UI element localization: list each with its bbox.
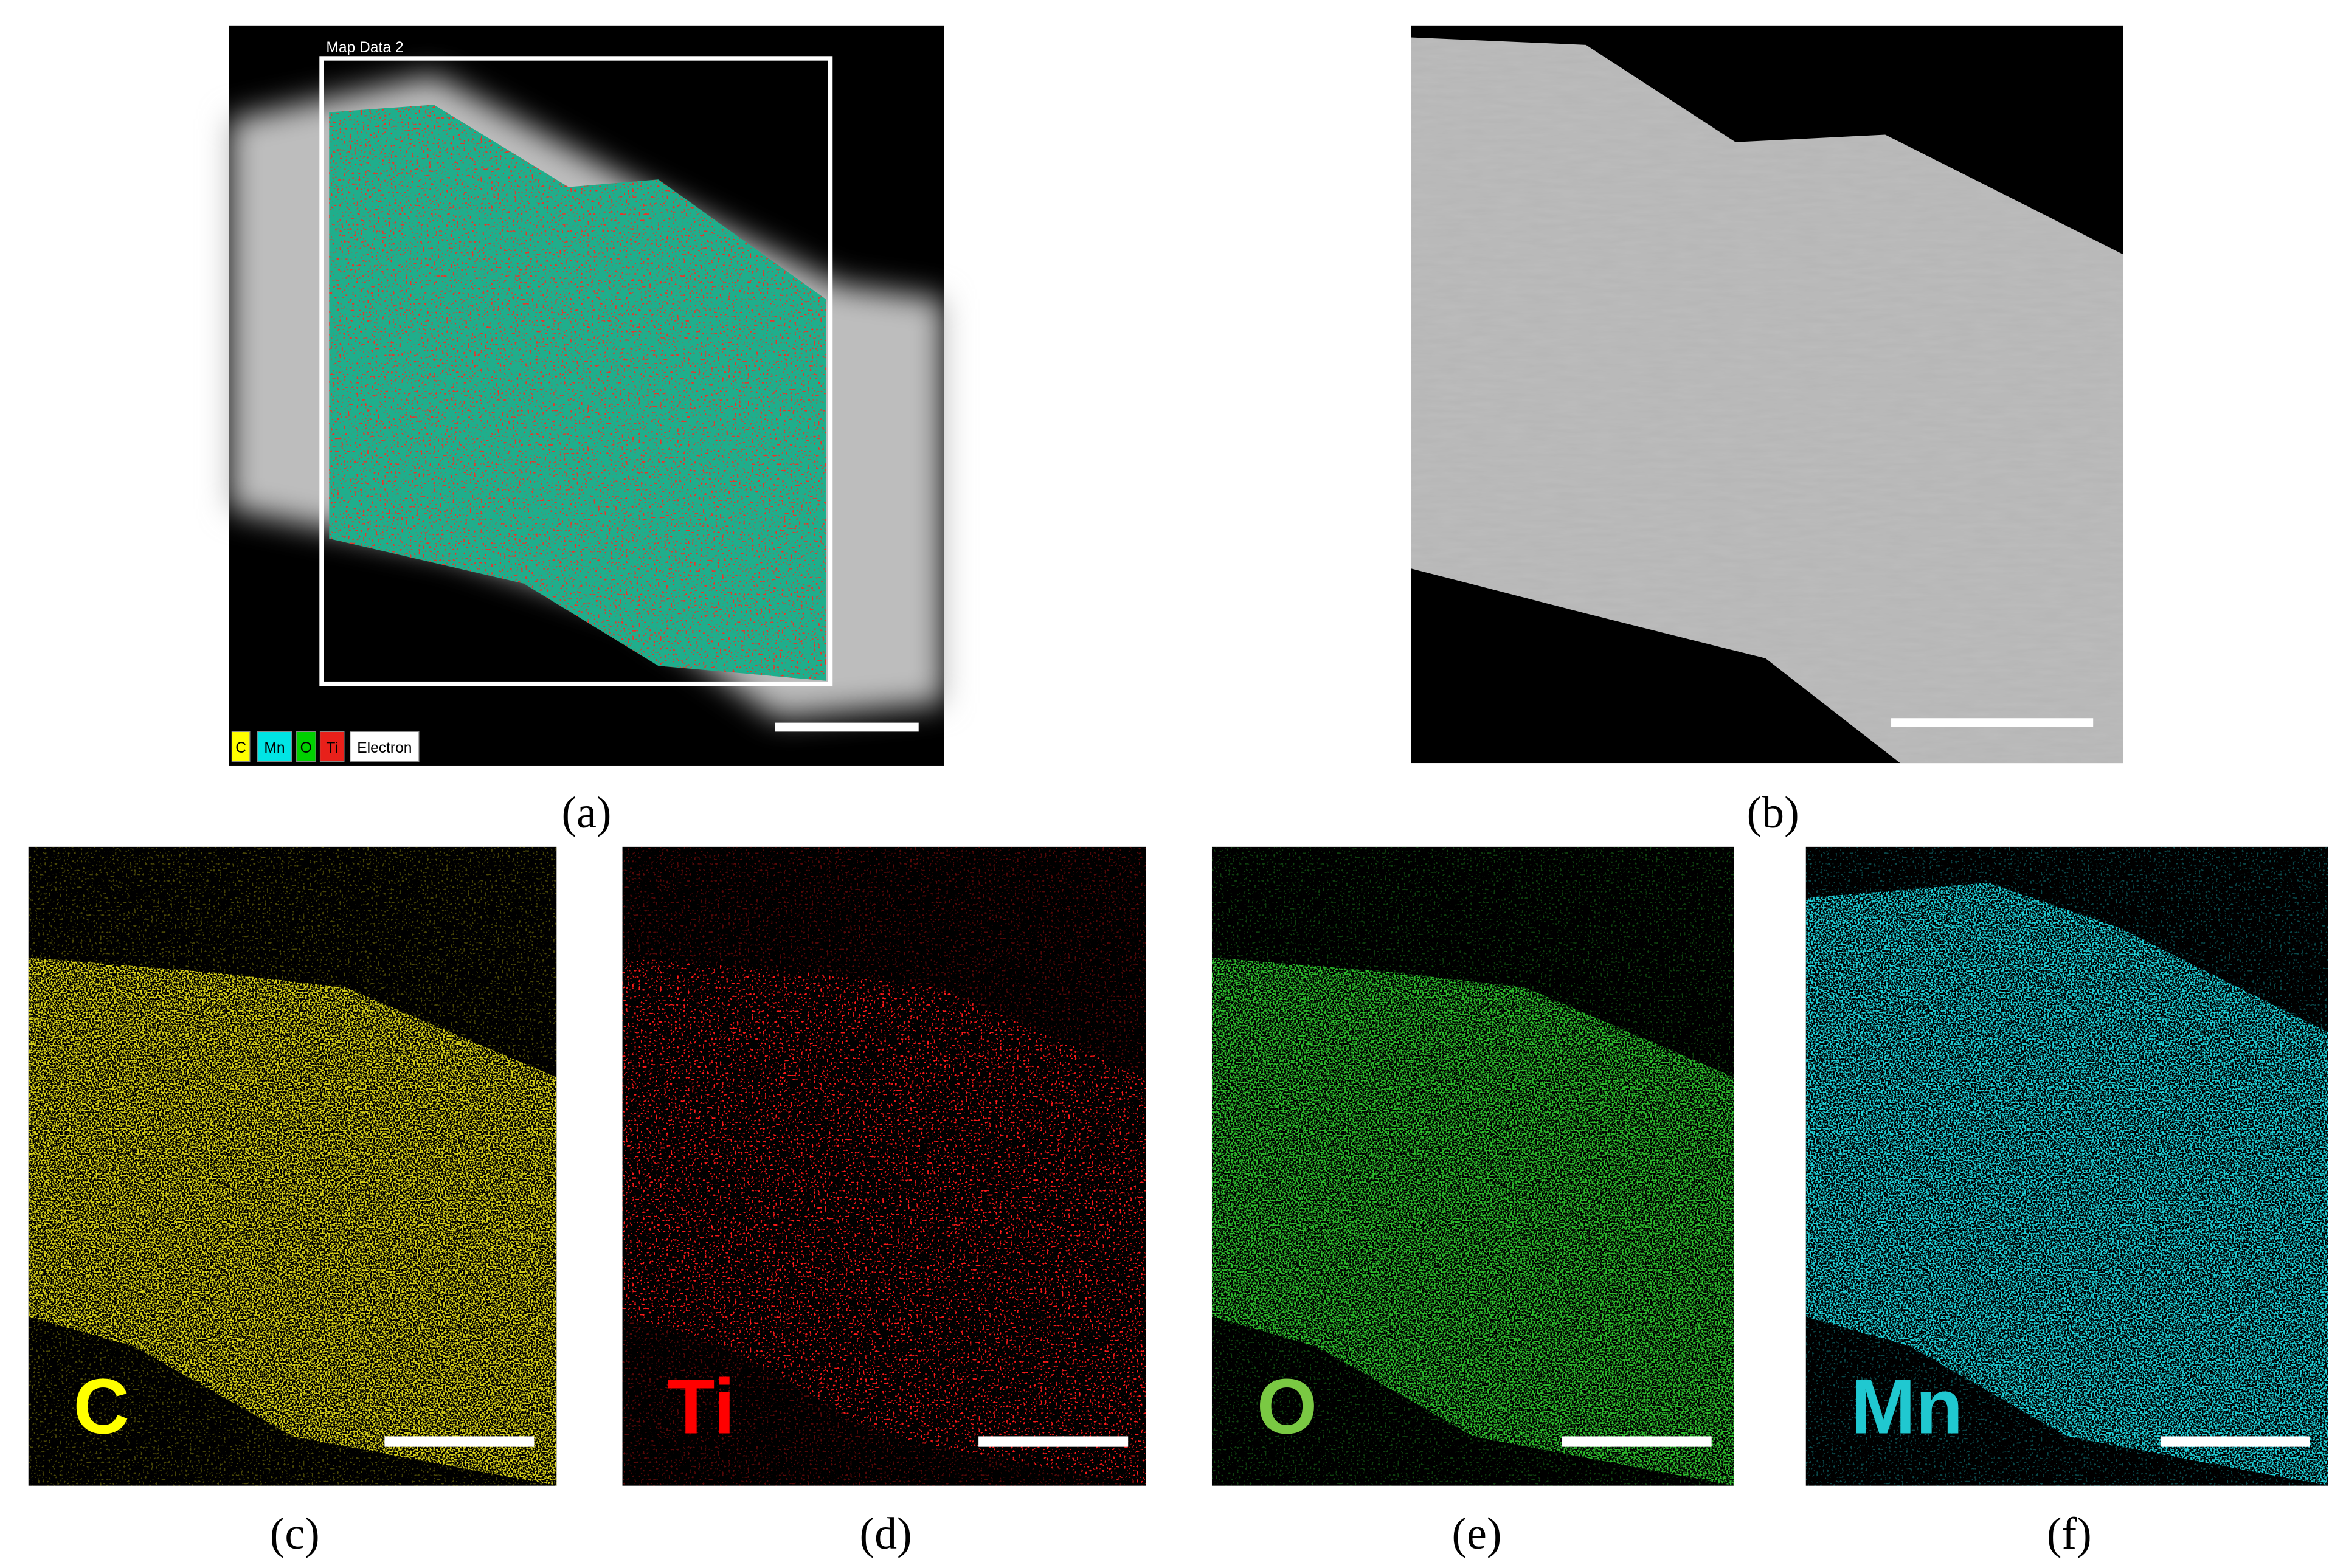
map-title: Map Data 2 bbox=[326, 40, 403, 56]
scale-bar bbox=[1562, 1436, 1712, 1447]
panel-d: Ti (d) bbox=[622, 846, 1146, 1558]
background-noise bbox=[1805, 846, 2328, 1486]
map-frame bbox=[319, 56, 833, 686]
legend-label: Mn bbox=[264, 740, 285, 756]
element-label: Mn bbox=[1851, 1364, 1964, 1451]
scale-bar bbox=[384, 1436, 535, 1447]
element-label: O bbox=[1257, 1364, 1318, 1451]
panel-c: C (c) bbox=[28, 846, 557, 1558]
panel-f: Mn (f) bbox=[1805, 846, 2328, 1558]
legend-label: O bbox=[300, 740, 312, 756]
legend-label: Electron bbox=[357, 740, 412, 756]
scale-bar bbox=[775, 722, 919, 732]
caption: (f) bbox=[2047, 1508, 2092, 1558]
legend-swatch bbox=[319, 731, 345, 762]
panel-b: (b) bbox=[1411, 25, 2123, 837]
scale-bar bbox=[978, 1436, 1129, 1447]
element-label: Ti bbox=[667, 1364, 735, 1451]
legend-swatch bbox=[231, 731, 251, 762]
element-label: C bbox=[74, 1364, 130, 1451]
eds-dots bbox=[329, 105, 826, 681]
legend-label: Ti bbox=[326, 740, 338, 756]
panel-e: O (e) bbox=[1211, 846, 1734, 1558]
legend-swatch bbox=[296, 731, 316, 762]
caption: (b) bbox=[1747, 787, 1799, 837]
caption: (c) bbox=[270, 1508, 320, 1558]
caption: (d) bbox=[860, 1508, 912, 1558]
panel-a: Map Data 2 C Mn O Ti Electron (a) bbox=[229, 25, 944, 837]
scale-bar bbox=[2160, 1436, 2310, 1447]
legend-swatch bbox=[350, 731, 420, 762]
legend: C Mn O Ti Electron bbox=[231, 731, 420, 762]
background-noise bbox=[28, 846, 557, 1486]
caption: (a) bbox=[562, 787, 612, 837]
background-noise bbox=[1211, 846, 1734, 1486]
sample bbox=[1411, 38, 2123, 764]
caption: (e) bbox=[1452, 1508, 1502, 1558]
legend-swatch bbox=[257, 731, 292, 762]
scale-bar bbox=[1891, 718, 2094, 727]
legend-label: C bbox=[235, 740, 246, 756]
element-maps: C (c) Ti (d) O (e) Mn (f) bbox=[28, 846, 2328, 1558]
background-noise bbox=[622, 846, 1146, 1486]
